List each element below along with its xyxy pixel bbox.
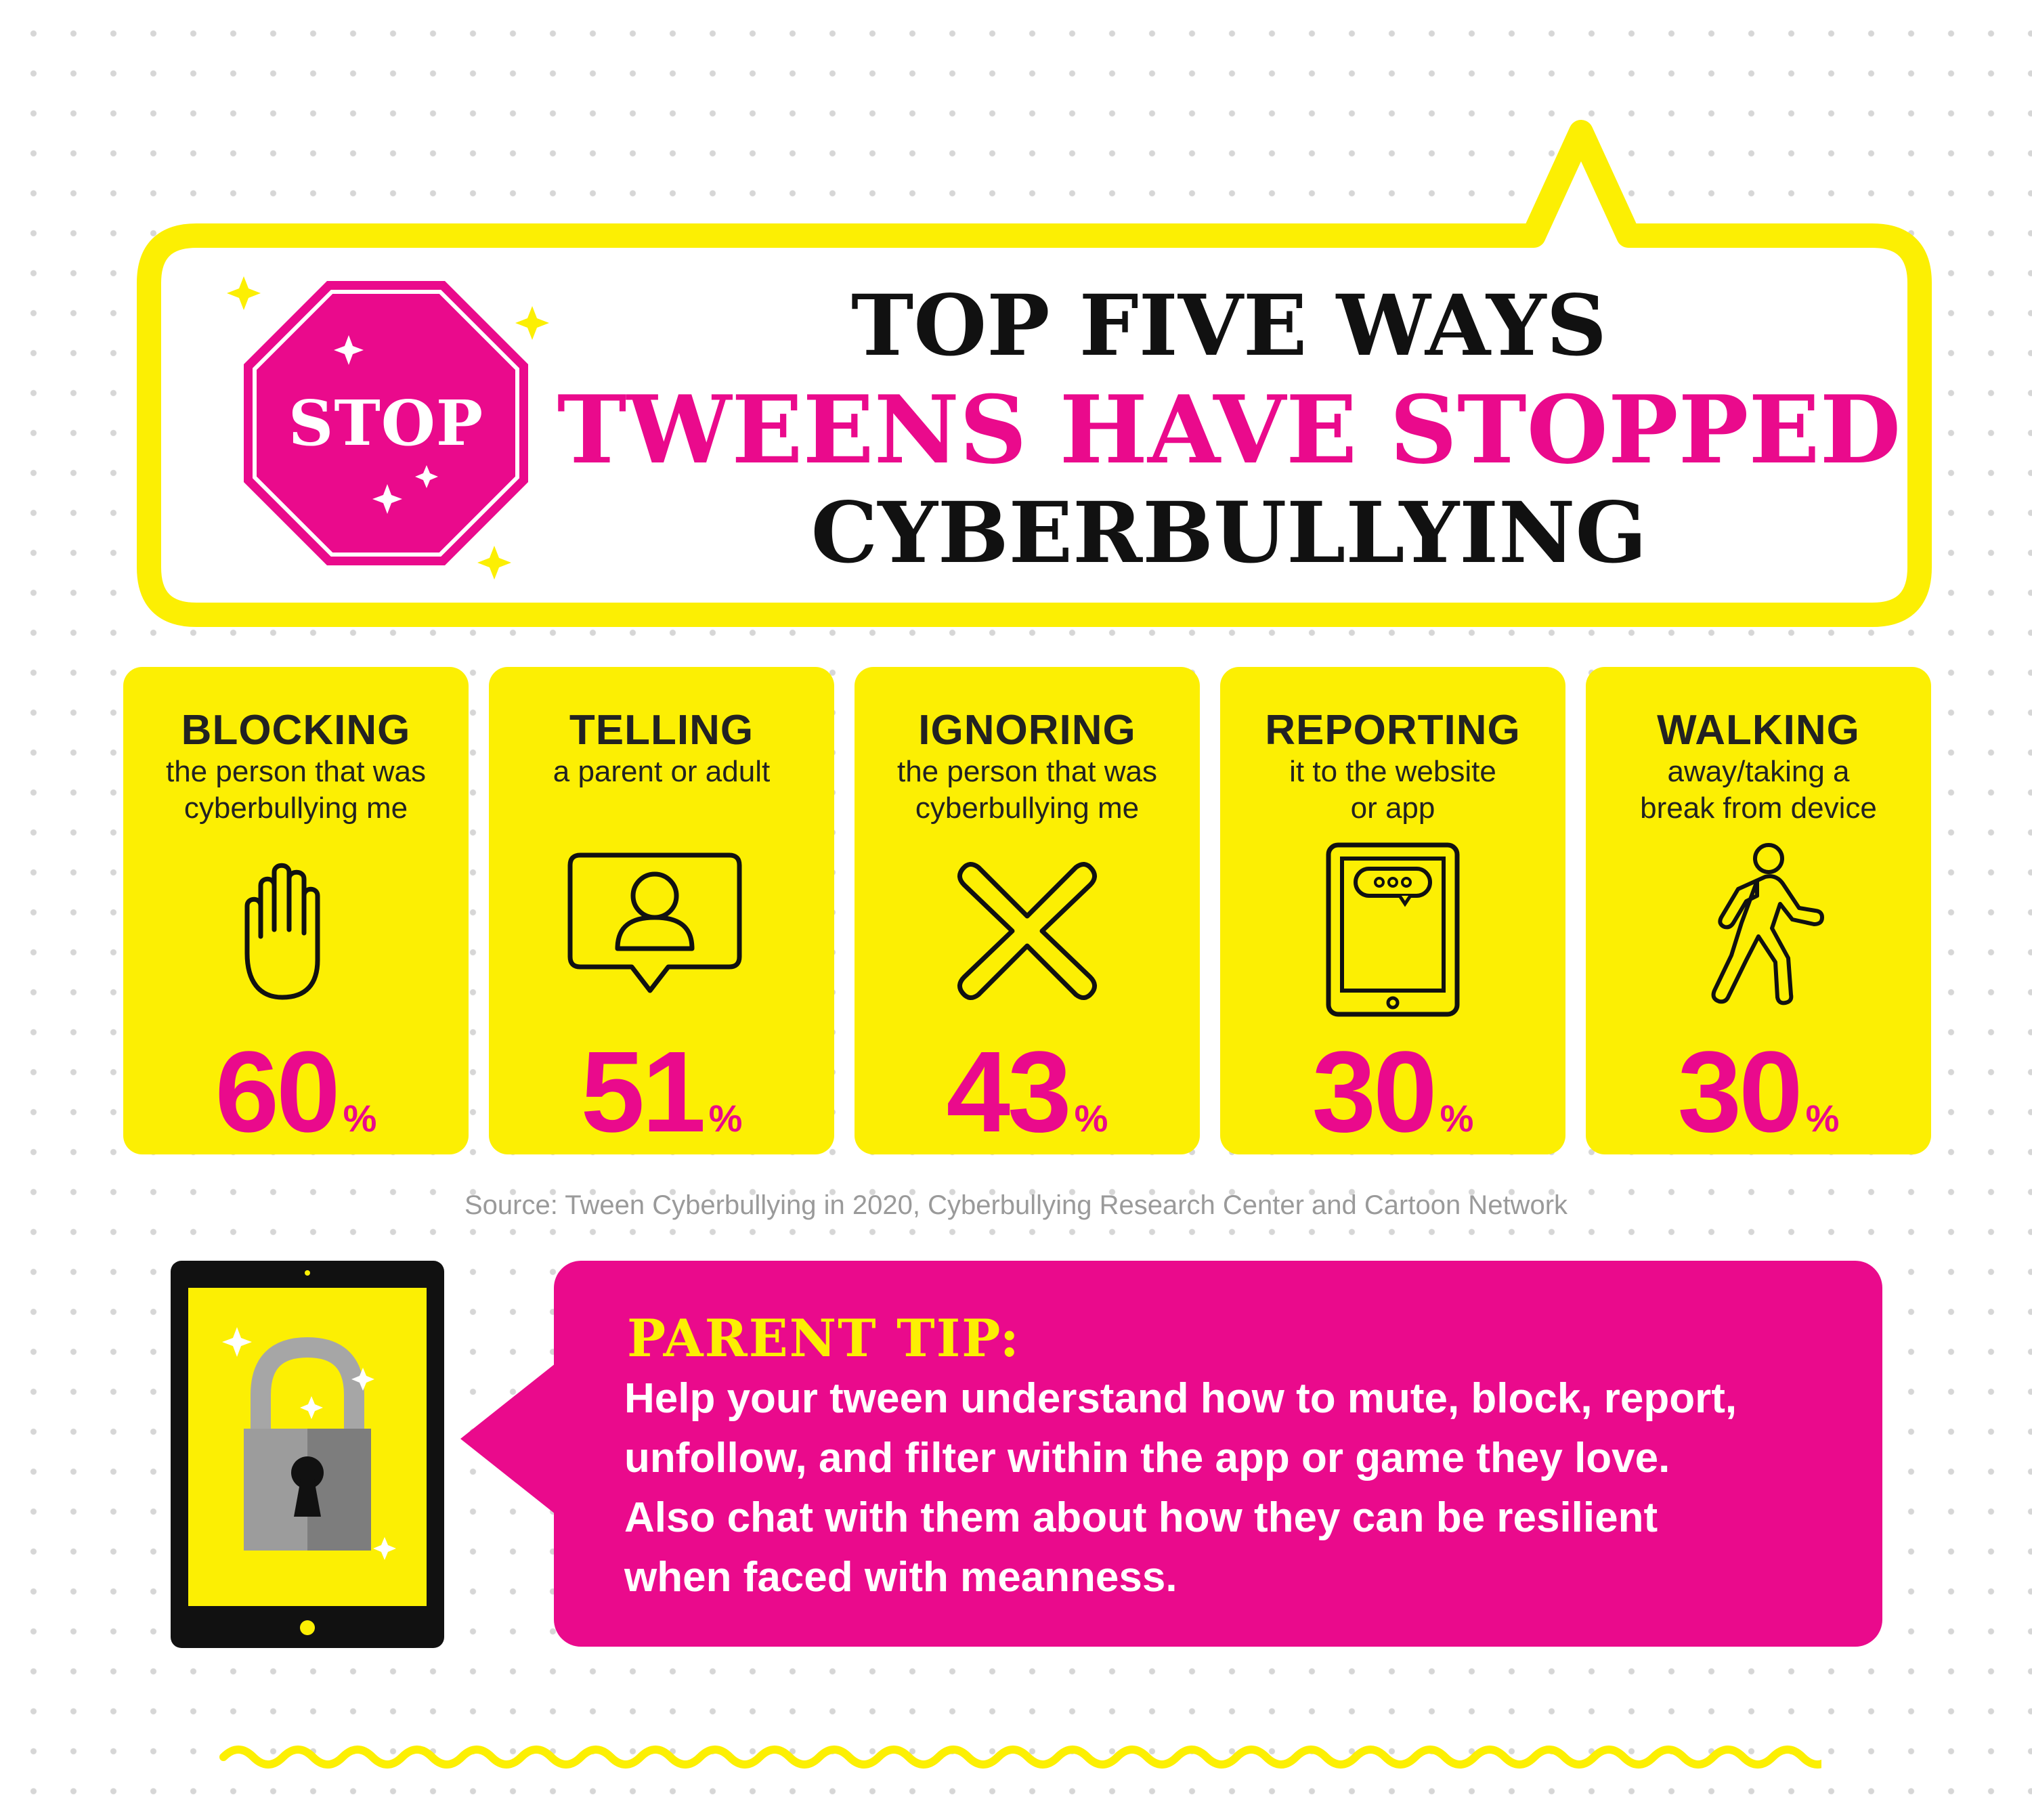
card-percentage: 60%: [215, 1028, 377, 1156]
page-title: TOP FIVE WAYS TWEENS HAVE STOPPED CYBERB…: [542, 284, 1916, 576]
title-line-1: TOP FIVE WAYS: [850, 277, 1607, 375]
stop-sign-icon: STOP: [244, 281, 528, 565]
card-description: a parent or adult: [553, 755, 771, 788]
sparkle-icon: [227, 276, 261, 310]
card-title: TELLING: [569, 707, 754, 754]
parent-tip-title: PARENT TIP:: [627, 1308, 1020, 1368]
card-title: WALKING: [1657, 707, 1860, 754]
card-percentage: 30%: [1312, 1028, 1474, 1156]
parent-tip-box: PARENT TIP: Help your tween understand h…: [554, 1261, 1882, 1647]
person-chat-icon: [567, 852, 742, 993]
x-mark-icon: [957, 862, 1097, 1000]
walking-person-icon: [1711, 843, 1824, 1005]
sparkle-icon: [222, 1327, 252, 1357]
sparkle-icon: [515, 306, 549, 340]
title-line-2: TWEENS HAVE STOPPED: [557, 374, 1901, 485]
card-description: the person that was cyberbullying me: [896, 755, 1157, 825]
tip-bubble-pointer: [460, 1361, 559, 1517]
stat-card-blocking: BLOCKING the person that was cyberbullyi…: [123, 667, 469, 1156]
decorative-wave: [219, 1746, 1821, 1769]
card-title: REPORTING: [1265, 707, 1521, 754]
sparkle-icon: [300, 1396, 323, 1419]
stop-sign-label: STOP: [288, 387, 484, 460]
title-line-3: CYBERBULLYING: [810, 484, 1647, 582]
card-description: the person that was cyberbullying me: [165, 755, 426, 825]
card-percentage: 43%: [946, 1028, 1108, 1156]
card-description: away/taking a break from device: [1640, 755, 1877, 825]
card-title: IGNORING: [918, 707, 1136, 754]
card-percentage: 30%: [1677, 1028, 1840, 1156]
source-citation: Source: Tween Cyberbullying in 2020, Cyb…: [464, 1190, 1568, 1220]
stat-card-ignoring: IGNORING the person that was cyberbullyi…: [855, 667, 1200, 1156]
tablet-chat-icon: [1326, 842, 1460, 1017]
stat-card-walking: WALKING away/taking a break from device …: [1586, 667, 1931, 1156]
card-percentage: 51%: [580, 1028, 743, 1156]
card-description: it to the website or app: [1289, 755, 1496, 825]
tablet-padlock-icon: [171, 1261, 444, 1648]
stat-card-reporting: REPORTING it to the website or app 30%: [1220, 667, 1565, 1156]
raised-hand-icon: [244, 863, 320, 1000]
sparkle-icon: [351, 1368, 374, 1391]
sparkle-icon: [477, 546, 511, 580]
parent-tip-body: Help your tween understand how to mute, …: [624, 1375, 1737, 1601]
card-title: BLOCKING: [181, 707, 411, 754]
sparkle-icon: [373, 1537, 396, 1560]
stat-card-telling: TELLING a parent or adult 51%: [489, 667, 834, 1156]
header-speech-bubble: [137, 120, 1932, 627]
